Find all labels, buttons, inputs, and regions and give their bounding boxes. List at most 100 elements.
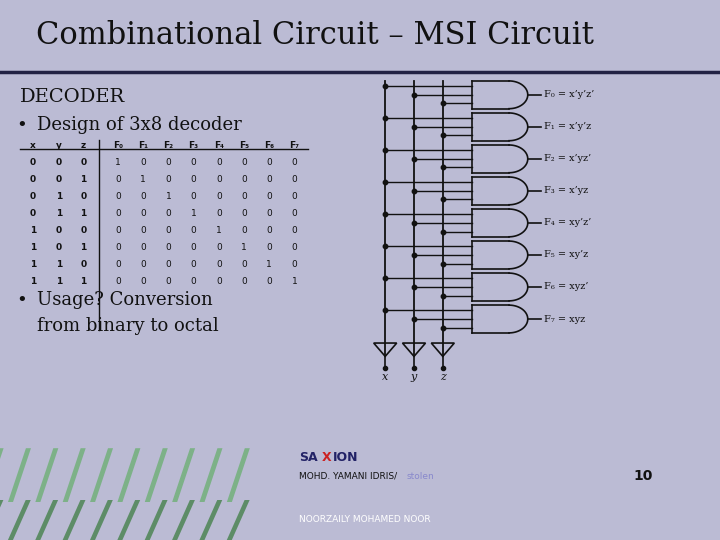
Text: 0: 0 bbox=[166, 226, 171, 235]
Text: 0: 0 bbox=[166, 278, 171, 286]
Text: Combinational Circuit – MSI Circuit: Combinational Circuit – MSI Circuit bbox=[36, 21, 594, 51]
Text: 0: 0 bbox=[56, 158, 62, 167]
Text: F₅ = xy’z: F₅ = xy’z bbox=[544, 251, 588, 259]
Polygon shape bbox=[35, 500, 58, 540]
Text: 1: 1 bbox=[81, 278, 86, 286]
Text: F₆ = xyz’: F₆ = xyz’ bbox=[544, 282, 588, 292]
Polygon shape bbox=[0, 448, 4, 502]
Text: 0: 0 bbox=[166, 243, 171, 252]
Text: F₁: F₁ bbox=[138, 141, 148, 150]
Polygon shape bbox=[199, 500, 222, 540]
Text: 0: 0 bbox=[81, 226, 86, 235]
Text: 0: 0 bbox=[140, 209, 146, 218]
Text: 0: 0 bbox=[166, 209, 171, 218]
Text: 0: 0 bbox=[140, 158, 146, 167]
Polygon shape bbox=[145, 448, 168, 502]
Text: DECODER: DECODER bbox=[20, 88, 125, 106]
Text: 0: 0 bbox=[266, 175, 272, 184]
Text: 0: 0 bbox=[166, 175, 171, 184]
Polygon shape bbox=[8, 500, 31, 540]
Polygon shape bbox=[63, 500, 86, 540]
Text: z: z bbox=[81, 141, 86, 150]
Text: 0: 0 bbox=[140, 278, 146, 286]
Text: 0: 0 bbox=[56, 226, 62, 235]
Text: F₃: F₃ bbox=[189, 141, 199, 150]
Text: F₄: F₄ bbox=[214, 141, 224, 150]
Text: 1: 1 bbox=[30, 243, 36, 252]
Polygon shape bbox=[227, 500, 250, 540]
Text: 0: 0 bbox=[216, 175, 222, 184]
Text: 0: 0 bbox=[216, 209, 222, 218]
Text: 0: 0 bbox=[115, 260, 121, 269]
Text: 0: 0 bbox=[115, 243, 121, 252]
Text: 0: 0 bbox=[266, 209, 272, 218]
Text: 0: 0 bbox=[30, 192, 36, 201]
Polygon shape bbox=[90, 448, 113, 502]
Polygon shape bbox=[227, 448, 250, 502]
Text: 0: 0 bbox=[191, 175, 197, 184]
Text: 0: 0 bbox=[216, 158, 222, 167]
Polygon shape bbox=[8, 448, 31, 502]
Text: x: x bbox=[382, 373, 388, 382]
Text: 0: 0 bbox=[292, 209, 297, 218]
Text: stolen: stolen bbox=[407, 472, 435, 481]
Text: 0: 0 bbox=[292, 260, 297, 269]
Text: X: X bbox=[322, 451, 331, 464]
Text: 0: 0 bbox=[56, 243, 62, 252]
Polygon shape bbox=[117, 500, 140, 540]
Text: 0: 0 bbox=[140, 226, 146, 235]
Text: 0: 0 bbox=[216, 192, 222, 201]
Text: 1: 1 bbox=[115, 158, 121, 167]
Text: 0: 0 bbox=[216, 243, 222, 252]
Text: 0: 0 bbox=[56, 175, 62, 184]
Text: ION: ION bbox=[333, 451, 358, 464]
Text: 0: 0 bbox=[191, 192, 197, 201]
Text: F₆: F₆ bbox=[264, 141, 274, 150]
Text: F₂: F₂ bbox=[163, 141, 174, 150]
Text: x: x bbox=[30, 141, 36, 150]
Polygon shape bbox=[0, 500, 4, 540]
Text: 1: 1 bbox=[56, 209, 62, 218]
Text: •: • bbox=[16, 291, 27, 309]
Text: 1: 1 bbox=[30, 226, 36, 235]
Text: Usage? Conversion: Usage? Conversion bbox=[37, 291, 213, 309]
Text: 0: 0 bbox=[166, 260, 171, 269]
Text: 1: 1 bbox=[216, 226, 222, 235]
Text: 0: 0 bbox=[292, 175, 297, 184]
Text: z: z bbox=[440, 373, 446, 382]
Text: Design of 3x8 decoder: Design of 3x8 decoder bbox=[37, 116, 242, 134]
Text: 0: 0 bbox=[191, 243, 197, 252]
Text: MOHD. YAMANI IDRIS/: MOHD. YAMANI IDRIS/ bbox=[299, 472, 397, 481]
Text: •: • bbox=[16, 116, 27, 134]
Text: F₁ = x’y’z: F₁ = x’y’z bbox=[544, 123, 591, 131]
Text: 1: 1 bbox=[191, 209, 197, 218]
Text: 0: 0 bbox=[115, 192, 121, 201]
Text: y: y bbox=[56, 141, 62, 150]
Text: F₃ = x’yz: F₃ = x’yz bbox=[544, 186, 588, 195]
Text: 0: 0 bbox=[166, 158, 171, 167]
Text: 1: 1 bbox=[56, 260, 62, 269]
Text: 0: 0 bbox=[191, 226, 197, 235]
Text: 0: 0 bbox=[266, 226, 272, 235]
Text: 1: 1 bbox=[81, 209, 86, 218]
Text: 0: 0 bbox=[81, 158, 86, 167]
Text: 0: 0 bbox=[241, 192, 247, 201]
Polygon shape bbox=[117, 448, 140, 502]
Text: y: y bbox=[411, 373, 417, 382]
Polygon shape bbox=[63, 448, 86, 502]
Text: 0: 0 bbox=[30, 175, 36, 184]
Text: 0: 0 bbox=[292, 158, 297, 167]
Text: 1: 1 bbox=[56, 192, 62, 201]
Text: 0: 0 bbox=[140, 243, 146, 252]
Text: SA: SA bbox=[299, 451, 318, 464]
Text: F₀: F₀ bbox=[113, 141, 123, 150]
Polygon shape bbox=[199, 448, 222, 502]
Text: 0: 0 bbox=[216, 278, 222, 286]
Text: 0: 0 bbox=[81, 260, 86, 269]
Text: 0: 0 bbox=[266, 243, 272, 252]
Text: 10: 10 bbox=[634, 469, 653, 483]
Text: 0: 0 bbox=[30, 209, 36, 218]
Text: NOORZAILY MOHAMED NOOR: NOORZAILY MOHAMED NOOR bbox=[299, 515, 431, 524]
Text: 1: 1 bbox=[292, 278, 297, 286]
Polygon shape bbox=[172, 500, 195, 540]
